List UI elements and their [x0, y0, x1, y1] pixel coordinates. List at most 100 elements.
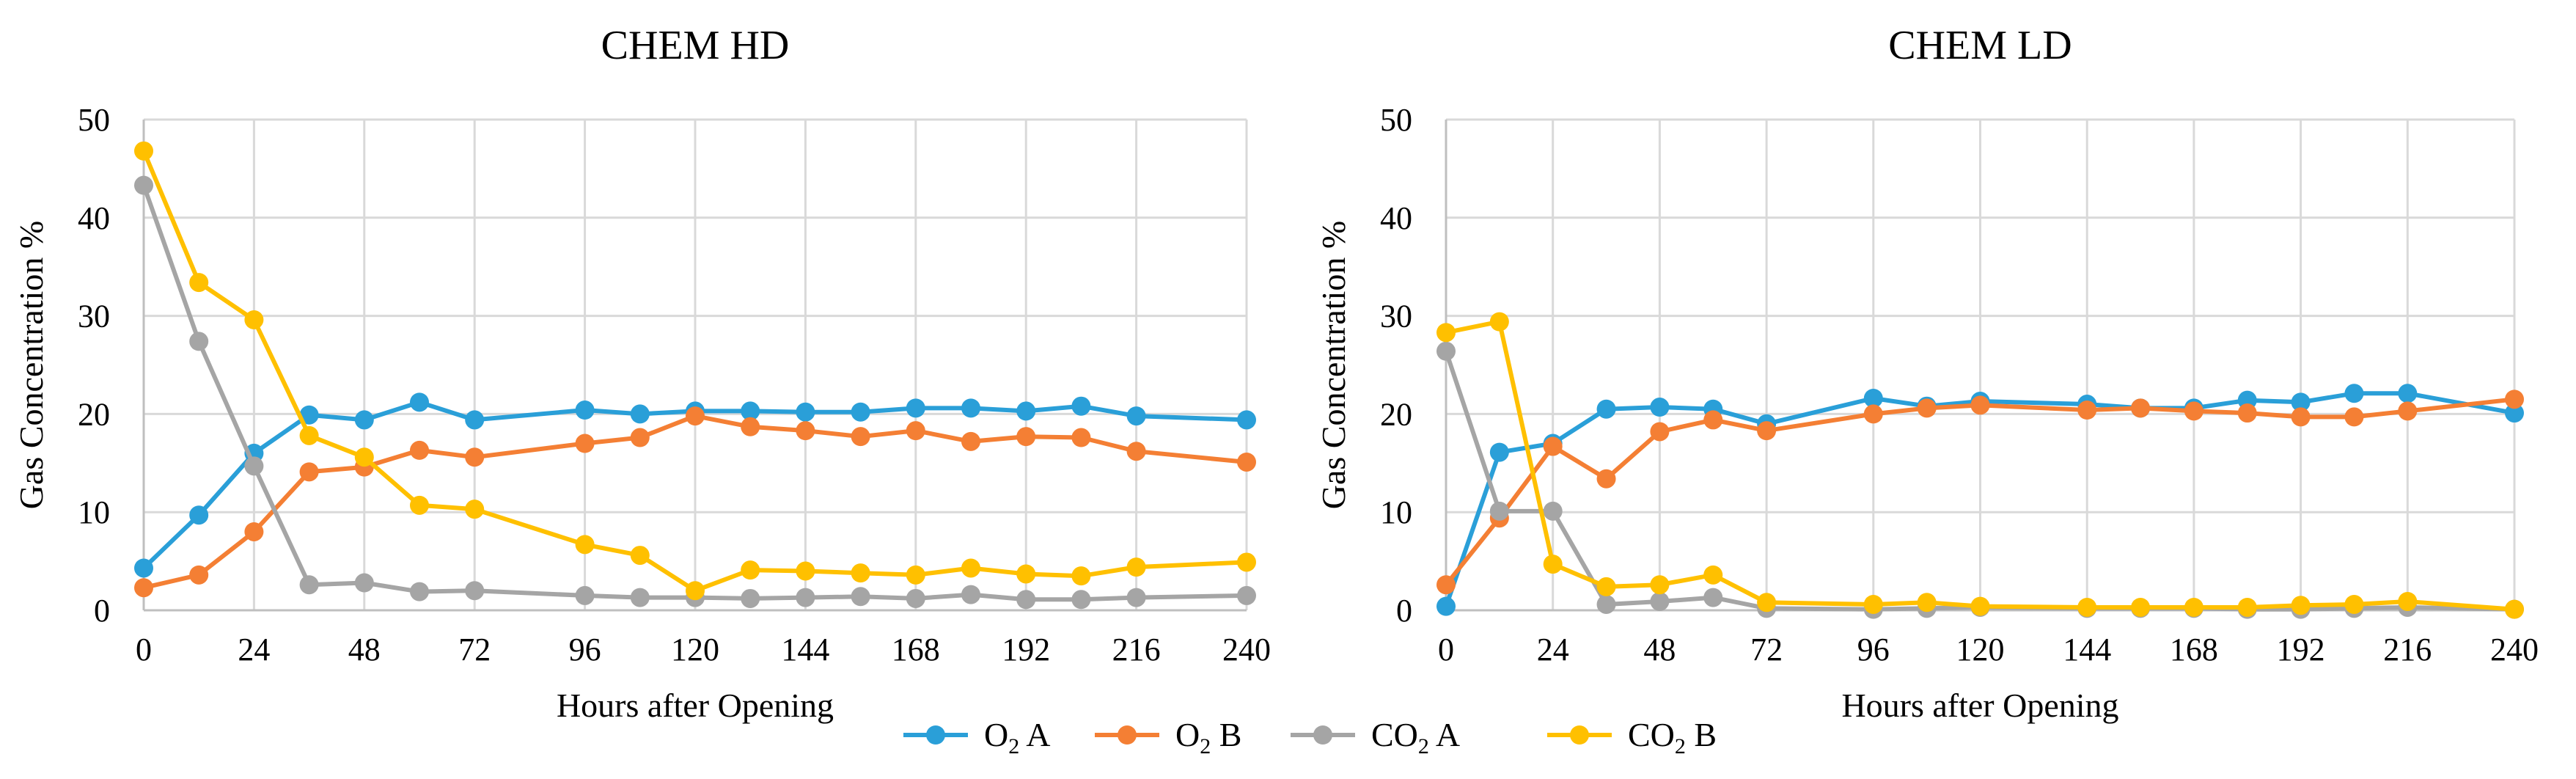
y-tick-label: 0	[1396, 593, 1412, 629]
x-tick-label: 0	[136, 632, 152, 668]
x-tick-label: 216	[2383, 632, 2432, 668]
data-point-o2a	[1863, 388, 1883, 408]
data-point-co2a	[1436, 341, 1456, 361]
x-tick-label: 72	[458, 632, 491, 668]
x-tick-label: 192	[2277, 632, 2325, 668]
legend-label-co2a: CO2 A	[1371, 716, 1460, 758]
y-tick-label: 0	[94, 593, 110, 629]
x-tick-label: 24	[238, 632, 270, 668]
legend-marker-o2a	[926, 725, 945, 745]
data-point-o2b	[2505, 390, 2524, 409]
data-point-co2a	[851, 587, 870, 607]
data-point-o2a	[1016, 401, 1036, 421]
data-point-o2a	[741, 401, 760, 421]
chart-panel-ld: 0 24 48 72 96 120 144 168 192 216 240 0 10 20 30 40 50 CH…	[1315, 23, 2539, 724]
data-point-o2b	[410, 440, 429, 460]
data-point-o2b	[851, 427, 870, 447]
data-point-co2b	[2131, 597, 2151, 617]
data-point-co2b	[465, 500, 485, 519]
data-point-o2b	[244, 522, 264, 541]
data-point-co2b	[2237, 597, 2257, 617]
data-point-co2b	[2291, 596, 2311, 615]
x-tick-label: 240	[1222, 632, 1271, 668]
data-point-o2a	[1126, 406, 1146, 426]
data-point-co2b	[906, 565, 925, 585]
data-point-o2a	[134, 558, 153, 578]
legend-label-suffix: A	[1019, 716, 1050, 753]
data-point-o2a	[1596, 399, 1616, 419]
data-point-o2a	[1237, 410, 1256, 430]
data-point-co2a	[630, 588, 650, 607]
legend-label-co2b: CO2 B	[1628, 716, 1717, 758]
data-point-co2a	[1016, 590, 1036, 610]
legend-label-suffix: B	[1686, 716, 1717, 753]
data-point-co2a	[1071, 590, 1091, 610]
legend-marker-co2a	[1313, 725, 1332, 745]
data-point-co2b	[796, 561, 815, 581]
x-tick-label: 240	[2490, 632, 2539, 668]
data-point-co2b	[741, 560, 760, 580]
data-point-o2a	[906, 398, 925, 418]
data-point-co2b	[410, 495, 429, 515]
x-tick-label: 120	[1956, 632, 2005, 668]
data-point-o2b	[1703, 410, 1723, 430]
legend-label-o2b: O2 B	[1175, 716, 1241, 758]
x-tick-label: 168	[2170, 632, 2218, 668]
chart-legend: O2 A O2 B CO2 A CO2 B	[903, 716, 1717, 758]
data-point-co2a	[1703, 588, 1723, 607]
data-point-co2b	[2077, 597, 2097, 617]
y-axis-label: Gas Concentration %	[1315, 221, 1352, 509]
chart-title: CHEM LD	[1888, 23, 2072, 68]
data-point-o2a	[796, 402, 815, 422]
data-point-o2b	[1596, 469, 1616, 489]
data-point-co2b	[961, 558, 980, 578]
data-point-co2a	[465, 581, 485, 601]
data-point-o2b	[189, 565, 209, 585]
x-tick-label: 96	[1857, 632, 1890, 668]
data-point-o2b	[2077, 401, 2097, 420]
legend-label-suffix: A	[1429, 716, 1460, 753]
x-axis-label: Hours after Opening	[1841, 687, 2118, 724]
data-point-co2b	[2505, 599, 2524, 619]
x-axis-label: Hours after Opening	[557, 687, 834, 724]
data-point-co2a	[134, 175, 153, 195]
x-tick-label: 96	[569, 632, 601, 668]
data-point-co2b	[134, 141, 153, 161]
y-tick-label: 10	[1380, 494, 1412, 530]
legend-label-main: O	[984, 716, 1008, 753]
data-point-o2b	[1650, 422, 1670, 442]
data-point-o2a	[1650, 398, 1670, 417]
x-tick-label: 72	[1750, 632, 1783, 668]
data-point-o2a	[2291, 392, 2311, 412]
data-point-co2a	[575, 585, 595, 605]
x-tick-label: 168	[892, 632, 940, 668]
data-point-o2b	[1757, 421, 1777, 441]
x-tick-label: 120	[671, 632, 719, 668]
data-point-co2a	[410, 582, 429, 601]
data-point-co2a	[299, 575, 319, 595]
data-point-co2b	[189, 273, 209, 293]
y-tick-label: 30	[78, 299, 110, 334]
data-point-o2a	[1071, 396, 1091, 416]
x-tick-label: 48	[1643, 632, 1676, 668]
data-point-o2b	[134, 578, 153, 598]
data-point-co2b	[2344, 594, 2364, 614]
data-point-co2b	[851, 563, 870, 583]
data-point-o2a	[961, 398, 980, 418]
data-point-o2a	[189, 505, 209, 525]
data-point-co2a	[961, 585, 980, 604]
data-point-o2b	[1126, 442, 1146, 461]
y-tick-label: 40	[78, 200, 110, 236]
legend-marker-co2b	[1570, 725, 1589, 745]
x-tick-label: 216	[1112, 632, 1161, 668]
data-point-o2b	[1016, 427, 1036, 447]
legend-label-o2a: O2 A	[984, 716, 1050, 758]
y-tick-label: 20	[78, 396, 110, 432]
data-point-co2b	[630, 546, 650, 566]
data-point-o2a	[575, 401, 595, 420]
data-point-o2b	[961, 431, 980, 451]
data-point-o2b	[1436, 575, 1456, 595]
data-point-co2b	[1917, 593, 1937, 612]
data-point-co2b	[1237, 552, 1256, 572]
data-point-co2a	[354, 573, 374, 593]
